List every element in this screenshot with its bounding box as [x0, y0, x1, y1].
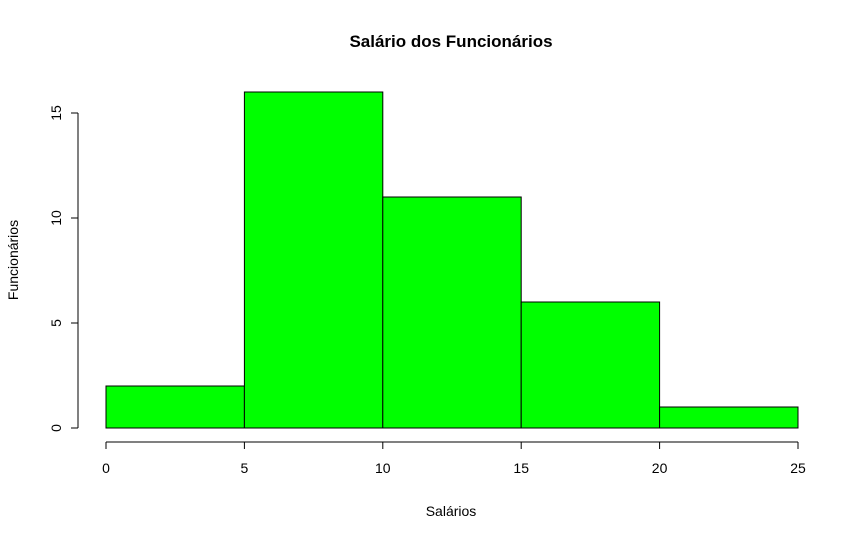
- x-tick-label: 20: [652, 460, 668, 476]
- y-axis-label: Funcionários: [5, 220, 21, 300]
- y-tick-label: 0: [48, 424, 64, 432]
- histogram-bar-1: [243, 91, 384, 429]
- histogram-bar-4: [659, 406, 799, 429]
- bars-group: [105, 91, 799, 429]
- x-tick-label: 25: [790, 460, 806, 476]
- y-tick-label: 5: [48, 319, 64, 327]
- y-tick-label: 15: [48, 105, 64, 121]
- histogram-bar-0: [105, 385, 245, 429]
- x-axis-label: Salários: [426, 503, 477, 519]
- y-tick-label: 10: [48, 210, 64, 226]
- histogram-bar-3: [520, 301, 661, 429]
- x-axis: 0 5 10 15 20 25: [102, 441, 806, 476]
- x-tick-label: 0: [102, 460, 110, 476]
- x-tick-label: 5: [241, 460, 249, 476]
- y-axis: 0 5 10 15: [48, 105, 79, 432]
- chart-title: Salário dos Funcionários: [349, 32, 552, 51]
- histogram-bar-2: [382, 196, 522, 429]
- x-tick-label: 10: [375, 460, 391, 476]
- x-tick-label: 15: [513, 460, 529, 476]
